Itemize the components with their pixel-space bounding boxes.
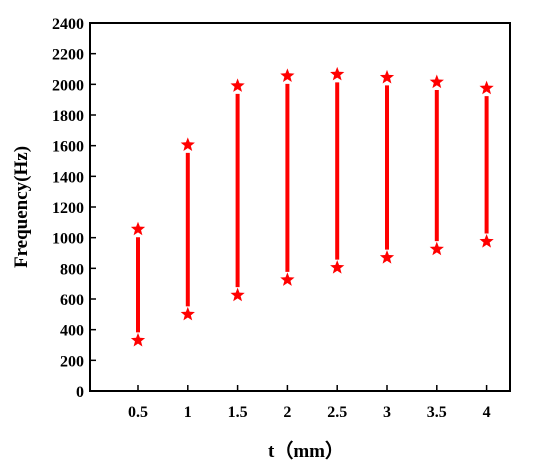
lower-star-marker — [130, 332, 146, 347]
x-tick-label: 2 — [283, 404, 291, 421]
x-tick-label: 1.5 — [228, 404, 248, 421]
lower-star-marker — [280, 272, 295, 286]
x-axis: 0.5 1 1.5 2 2.5 3 3.5 4 — [128, 385, 491, 421]
lower-star-marker — [379, 250, 395, 264]
lower-star-marker — [330, 260, 345, 274]
upper-star-marker — [330, 66, 345, 81]
upper-star-marker — [180, 137, 195, 151]
y-tick-label: 1800 — [52, 108, 84, 125]
upper-star-marker — [379, 69, 395, 84]
y-tick-label: 1200 — [52, 200, 84, 217]
y-axis: 0 200 400 600 800 1000 1200 1400 1600 1800 2000 220… — [52, 16, 96, 401]
lower-star-marker — [479, 234, 494, 248]
y-tick-label: 1000 — [52, 231, 84, 248]
y-tick-label: 2000 — [52, 77, 84, 94]
y-tick-label: 1600 — [52, 139, 84, 156]
upper-star-marker — [230, 78, 245, 92]
y-tick-label: 0 — [76, 384, 84, 401]
x-tick-label: 4 — [483, 404, 491, 421]
frequency-ranges — [130, 66, 494, 347]
lower-star-marker — [429, 241, 444, 256]
lower-star-marker — [180, 306, 195, 321]
y-tick-label: 1400 — [52, 169, 84, 186]
y-tick-label: 2400 — [52, 16, 84, 33]
y-tick-label: 400 — [60, 323, 84, 340]
upper-star-marker — [130, 221, 146, 236]
x-tick-label: 0.5 — [128, 404, 148, 421]
x-axis-title: t（mm） — [268, 439, 344, 462]
x-tick-label: 2.5 — [327, 404, 347, 421]
x-tick-label: 1 — [184, 404, 192, 421]
upper-star-marker — [280, 68, 295, 82]
x-tick-label: 3 — [383, 404, 391, 421]
upper-star-marker — [429, 74, 444, 89]
lower-star-marker — [230, 287, 245, 302]
y-tick-label: 800 — [60, 261, 84, 278]
y-axis-title: Frequency(Hz) — [11, 146, 32, 268]
y-tick-label: 200 — [60, 353, 84, 370]
plot-frame — [89, 22, 511, 392]
x-tick-label: 3.5 — [427, 404, 447, 421]
upper-star-marker — [479, 80, 494, 95]
y-tick-label: 600 — [60, 292, 84, 309]
y-tick-label: 2200 — [52, 47, 84, 64]
